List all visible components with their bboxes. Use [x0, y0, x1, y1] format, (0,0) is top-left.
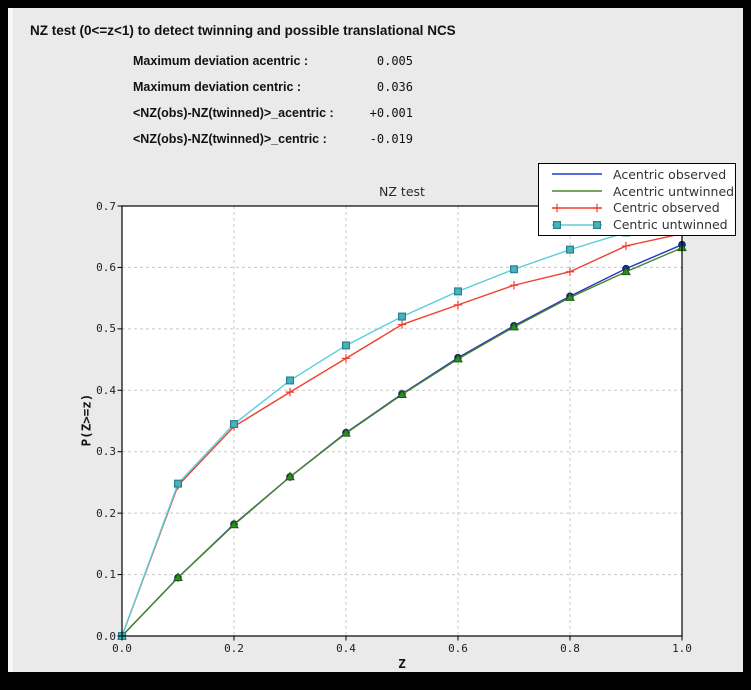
- stat-row: <NZ(obs)-NZ(twinned)>_centric : -0.019: [133, 130, 413, 156]
- y-tick-label: 0.7: [96, 199, 116, 213]
- legend-label: Acentric untwinned: [613, 183, 735, 199]
- x-axis-label: Z: [398, 656, 406, 671]
- stat-row: Maximum deviation acentric : 0.005: [133, 52, 413, 78]
- legend-label: Centric untwinned: [613, 217, 728, 233]
- x-tick-label: 0.6: [448, 642, 468, 655]
- stats-block: Maximum deviation acentric : 0.005 Maximu…: [133, 52, 413, 156]
- stat-value: -0.019: [369, 132, 413, 146]
- legend-item: Acentric untwinned: [539, 183, 735, 199]
- stat-value: 0.005: [376, 54, 413, 68]
- y-axis-label: P(Z>=z): [78, 393, 94, 447]
- plot-title: NZ test: [379, 184, 425, 199]
- y-tick-label: 0.6: [96, 260, 116, 274]
- results-panel: NZ test (0<=z<1) to detect twinning and …: [8, 8, 743, 672]
- x-tick-label: 0.4: [336, 642, 356, 655]
- legend-line-sample: [549, 167, 605, 181]
- legend-item: Centric untwinned: [539, 217, 735, 233]
- stat-row: Maximum deviation centric : 0.036: [133, 78, 413, 104]
- stat-value: 0.036: [376, 80, 413, 94]
- x-tick-label: 1.0: [672, 642, 692, 655]
- y-tick-label: 0.3: [96, 445, 116, 459]
- stat-label: <NZ(obs)-NZ(twinned)>_centric :: [133, 132, 327, 146]
- legend: Acentric observed Acentric untwinned Cen…: [538, 163, 736, 236]
- stat-label: Maximum deviation acentric :: [133, 54, 309, 68]
- y-tick-label: 0.5: [96, 322, 116, 336]
- legend-line-sample: [549, 218, 605, 232]
- legend-item: Acentric observed: [539, 166, 735, 182]
- x-tick-label: 0.0: [112, 642, 132, 655]
- legend-line-sample: [549, 184, 605, 198]
- stat-row: <NZ(obs)-NZ(twinned)>_acentric : +0.001: [133, 104, 413, 130]
- x-tick-label: 0.2: [224, 642, 244, 655]
- stat-value: +0.001: [369, 106, 413, 120]
- nz-test-figure: NZ test Z P(Z>=z) 0.0 0.2 0.4 0.6 0.8 1.0 0.0 0…: [8, 8, 743, 672]
- plot-canvas: [117, 205, 687, 641]
- stat-label: Maximum deviation centric :: [133, 80, 302, 94]
- stat-label: <NZ(obs)-NZ(twinned)>_acentric :: [133, 106, 334, 120]
- x-tick-label: 0.8: [560, 642, 580, 655]
- legend-item: Centric observed: [539, 200, 735, 216]
- y-tick-label: 0.1: [96, 568, 116, 582]
- page-title: NZ test (0<=z<1) to detect twinning and …: [30, 23, 456, 38]
- y-tick-label: 0.2: [96, 506, 116, 520]
- y-tick-label: 0.4: [96, 383, 116, 397]
- legend-label: Centric observed: [613, 200, 720, 216]
- legend-label: Acentric observed: [613, 166, 727, 182]
- window-edge-strip: [8, 8, 13, 672]
- y-tick-label: 0.0: [96, 629, 116, 643]
- legend-line-sample: [549, 201, 605, 215]
